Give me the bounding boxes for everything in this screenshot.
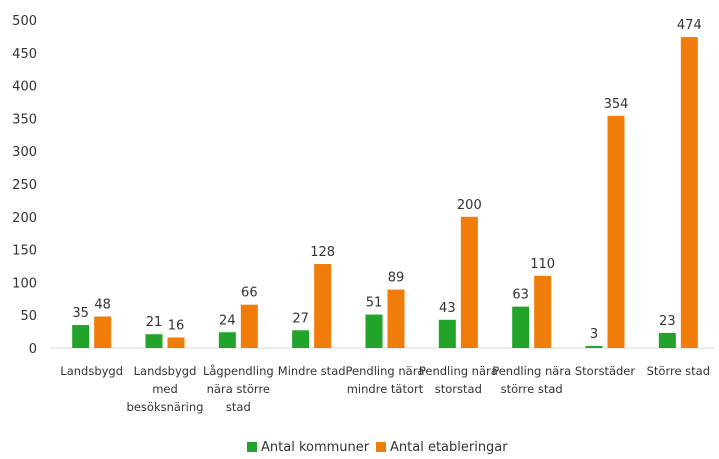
y-tick-label: 450 [12,47,37,62]
legend-swatch-etableringar [376,442,386,452]
data-label: 51 [366,296,383,311]
x-tick-label: Pendling nära större stad [492,364,571,396]
bar-etableringar [607,115,625,348]
y-tick-label: 0 [29,342,37,357]
bar-kommuner [145,334,163,348]
bar-etableringar [314,264,332,348]
bar-kommuner [658,332,676,348]
bar-kommuner [512,306,530,348]
data-label: 354 [604,97,629,112]
legend-label-etableringar: Antal etableringar [390,440,508,455]
x-tick-label: Större stad [647,364,710,378]
bar-kommuner [218,332,236,348]
x-tick-label: Landsbygd [60,364,123,378]
data-label: 23 [659,314,676,329]
data-label: 16 [168,319,185,334]
data-label: 21 [146,315,163,330]
x-axis: Landsbygd Landsbygd med besöksnäringLågpend… [50,347,715,414]
y-axis: 0 50 100 150 200 250 300 350 400 450 500 [12,14,37,357]
x-tick-label: Landsbygd med besöksnäring [127,364,204,414]
y-tick-label: 250 [12,178,37,193]
data-label: 27 [292,311,309,326]
bar-kommuner [585,346,603,348]
legend: Antal kommuner Antal etableringar [247,440,508,455]
legend-label-kommuner: Antal kommuner [261,440,370,455]
x-tick-label: Mindre stad [278,364,346,378]
bar-kommuner [438,319,456,348]
data-label: 200 [457,198,482,213]
legend-swatch-kommuner [247,442,257,452]
data-label: 128 [310,245,335,260]
y-tick-label: 500 [12,14,37,29]
data-label: 24 [219,313,236,328]
x-tick-label: Pendling nära mindre tätort [346,364,425,396]
bar-etableringar [94,316,112,348]
y-tick-label: 50 [20,309,37,324]
data-label: 3 [590,327,598,342]
x-tick-label: Pendling nära storstad [419,364,498,396]
bar-kommuner [292,330,310,348]
x-tick-label: Lågpendling nära större stad [203,364,274,414]
y-tick-label: 100 [12,276,37,291]
y-tick-label: 400 [12,80,37,95]
bar-kommuner [365,314,383,348]
bar-etableringar [167,337,185,348]
y-tick-label: 200 [12,211,37,226]
bars: 35 48 21 16 24 66 27 128 51 89 43 200 63 110 3 354 23 474 [72,18,702,348]
bar-kommuner [72,325,90,348]
data-label: 110 [530,257,555,272]
data-label: 63 [512,288,529,303]
data-label: 43 [439,301,456,316]
bar-etableringar [680,37,698,348]
y-tick-label: 150 [12,244,37,259]
y-tick-label: 300 [12,145,37,160]
data-label: 48 [94,298,111,313]
bar-etableringar [240,304,258,348]
bar-etableringar [387,289,405,348]
data-label: 474 [677,18,702,33]
x-tick-label: Storstäder [575,364,635,378]
data-label: 89 [388,271,405,286]
data-label: 35 [72,306,89,321]
bar-etableringar [460,216,478,348]
bar-etableringar [534,275,552,348]
data-label: 66 [241,286,258,301]
y-tick-label: 350 [12,112,37,127]
